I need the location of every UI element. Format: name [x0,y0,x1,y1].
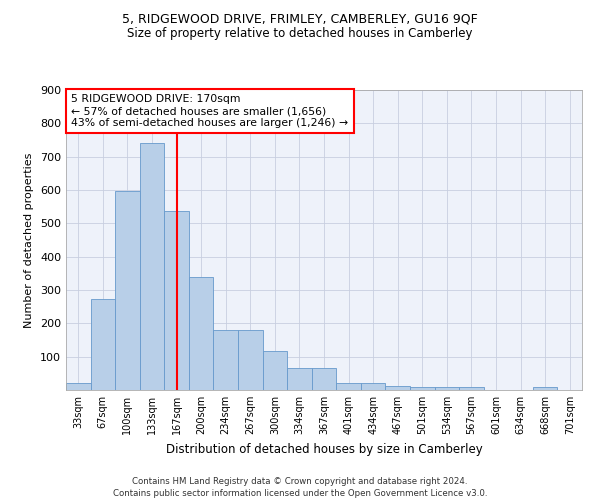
X-axis label: Distribution of detached houses by size in Camberley: Distribution of detached houses by size … [166,442,482,456]
Bar [189,276,214,390]
Text: Size of property relative to detached houses in Camberley: Size of property relative to detached ho… [127,28,473,40]
Bar [287,368,312,390]
Bar [140,144,164,390]
Text: Contains HM Land Registry data © Crown copyright and database right 2024.: Contains HM Land Registry data © Crown c… [132,478,468,486]
Text: Contains public sector information licensed under the Open Government Licence v3: Contains public sector information licen… [113,489,487,498]
Bar [66,382,91,390]
Bar [434,386,459,390]
Bar [336,382,361,390]
Bar [410,386,434,390]
Bar [361,382,385,390]
Bar [459,386,484,390]
Text: 5, RIDGEWOOD DRIVE, FRIMLEY, CAMBERLEY, GU16 9QF: 5, RIDGEWOOD DRIVE, FRIMLEY, CAMBERLEY, … [122,12,478,26]
Bar [263,350,287,390]
Bar [312,368,336,390]
Bar [238,330,263,390]
Bar [164,211,189,390]
Bar [385,386,410,390]
Text: 5 RIDGEWOOD DRIVE: 170sqm
← 57% of detached houses are smaller (1,656)
43% of se: 5 RIDGEWOOD DRIVE: 170sqm ← 57% of detac… [71,94,348,128]
Bar [91,300,115,390]
Bar [533,388,557,390]
Bar [214,330,238,390]
Y-axis label: Number of detached properties: Number of detached properties [25,152,34,328]
Bar [115,191,140,390]
